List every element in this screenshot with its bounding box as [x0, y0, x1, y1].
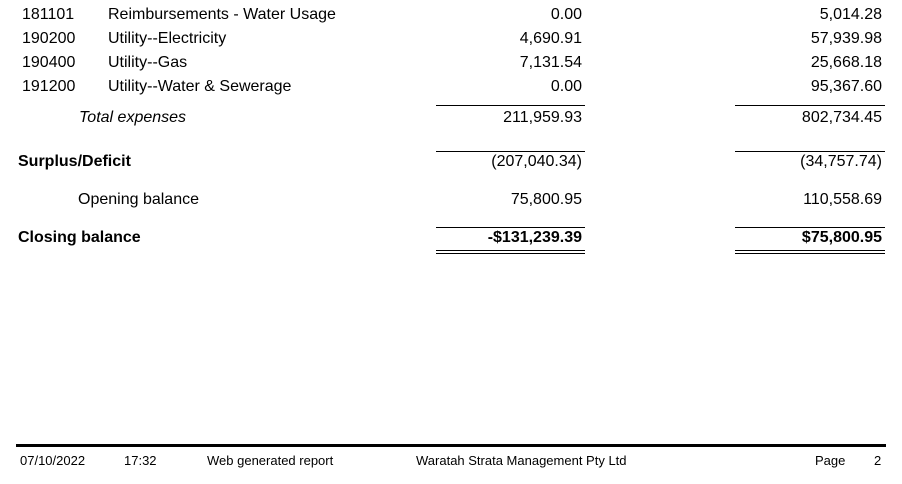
footer-company: Waratah Strata Management Pty Ltd — [416, 453, 627, 468]
previous-amount: 25,668.18 — [810, 54, 882, 71]
previous-amount: 57,939.98 — [810, 30, 882, 47]
table-row: 191200 Utility--Water & Sewerage 0.00 95… — [0, 75, 902, 99]
current-amount: 7,131.54 — [519, 54, 582, 71]
subtotal-rule — [735, 151, 885, 152]
table-row: 190400 Utility--Gas 7,131.54 25,668.18 — [0, 51, 902, 75]
surplus-deficit-label: Surplus/Deficit — [18, 153, 131, 170]
previous-amount: 95,367.60 — [810, 78, 882, 95]
footer-report-type: Web generated report — [207, 453, 334, 468]
footer-date: 07/10/2022 — [20, 453, 86, 468]
closing-balance-previous: $75,800.95 — [801, 229, 882, 246]
double-underline — [436, 250, 585, 254]
subtotal-rule — [436, 151, 585, 152]
account-code: 181101 — [22, 6, 75, 23]
closing-balance-label: Closing balance — [18, 229, 141, 246]
table-row: 190200 Utility--Electricity 4,690.91 57,… — [0, 27, 902, 51]
closing-balance-current: -$131,239.39 — [487, 229, 582, 246]
subtotal-rule — [735, 105, 885, 106]
opening-balance-row: Opening balance 75,800.95 110,558.69 — [0, 188, 902, 212]
opening-balance-current: 75,800.95 — [510, 191, 582, 208]
current-amount: 0.00 — [550, 78, 582, 95]
surplus-deficit-previous: (34,757.74) — [800, 153, 882, 170]
double-underline — [735, 250, 885, 254]
account-description: Utility--Gas — [108, 54, 188, 71]
account-description: Reimbursements - Water Usage — [108, 6, 336, 23]
subtotal-rule — [735, 227, 885, 228]
opening-balance-label: Opening balance — [78, 191, 199, 208]
previous-amount: 5,014.28 — [819, 6, 882, 23]
footer-time: 17:32 — [124, 453, 157, 468]
opening-balance-previous: 110,558.69 — [803, 191, 882, 208]
total-expenses-row: Total expenses 211,959.93 802,734.45 — [0, 106, 902, 130]
subtotal-rule — [436, 105, 585, 106]
total-expenses-current: 211,959.93 — [503, 109, 582, 126]
total-expenses-label: Total expenses — [79, 109, 187, 126]
surplus-deficit-row: Surplus/Deficit (207,040.34) (34,757.74) — [0, 150, 902, 174]
current-amount: 4,690.91 — [519, 30, 582, 47]
closing-balance-row: Closing balance -$131,239.39 $75,800.95 — [0, 226, 902, 250]
footer-page-number: 2 — [874, 453, 882, 468]
total-expenses-previous: 802,734.45 — [801, 109, 882, 126]
footer-divider — [16, 444, 886, 447]
account-code: 191200 — [22, 78, 76, 95]
account-code: 190400 — [22, 54, 76, 71]
subtotal-rule — [436, 227, 585, 228]
surplus-deficit-current: (207,040.34) — [491, 153, 582, 170]
table-row: 181101 Reimbursements - Water Usage 0.00… — [0, 3, 902, 27]
footer-page-label: Page — [815, 453, 846, 468]
account-description: Utility--Water & Sewerage — [108, 78, 292, 95]
account-description: Utility--Electricity — [108, 30, 227, 47]
account-code: 190200 — [22, 30, 76, 47]
current-amount: 0.00 — [550, 6, 582, 23]
